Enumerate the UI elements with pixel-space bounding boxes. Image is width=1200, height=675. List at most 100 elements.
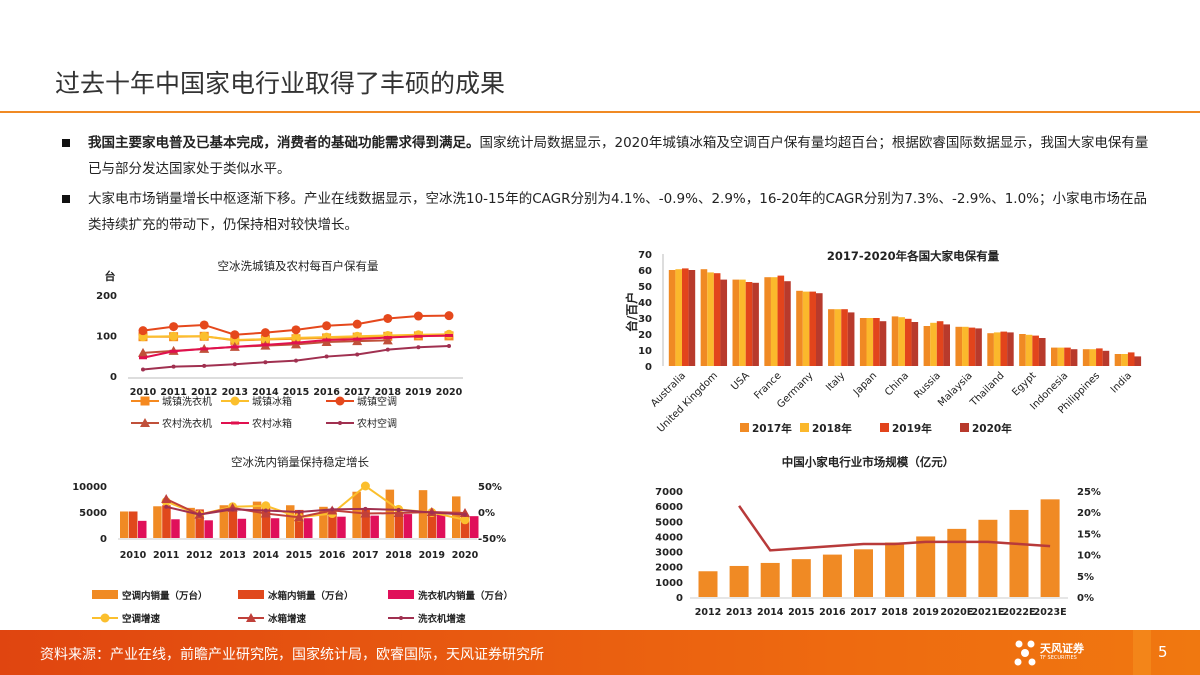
data-point [352, 336, 363, 346]
data-point [396, 507, 401, 512]
bar-2016 [822, 554, 842, 597]
legend-swatch [388, 590, 414, 599]
x-tick-label: 2016 [819, 607, 846, 618]
bar-Thailand-2019年 [1000, 331, 1008, 366]
data-point [169, 349, 178, 353]
legend-label: 城镇空调 [357, 395, 397, 408]
bar-2013 [729, 565, 749, 597]
x-tick-label: 2019 [405, 387, 431, 398]
x-tick-label: 2013 [222, 387, 248, 398]
data-point [291, 333, 301, 343]
data-point [292, 341, 300, 345]
x-tick-label: 2013 [219, 550, 245, 561]
bar-Japan-2017年 [859, 318, 867, 366]
x-tick-label: USA [729, 370, 752, 393]
x-tick-label: 2018 [385, 550, 412, 561]
bar-Malaysia-2019年 [968, 327, 976, 366]
x-tick-label: Malaysia [936, 370, 975, 409]
x-tick-label: 2011 [160, 387, 186, 398]
bar-2012-洗衣机内销量（万台） [204, 520, 213, 538]
x-tick-label: 2015 [788, 607, 814, 618]
chart-title: 2017-2020年各国大家电保有量 [827, 249, 1000, 263]
data-point [360, 508, 371, 518]
x-tick-label: China [883, 370, 911, 398]
bar-Australia-2018年 [675, 269, 682, 366]
bar-Egypt-2019年 [1032, 335, 1039, 366]
x-tick-label: 2010 [120, 550, 147, 561]
bar-2014 [760, 562, 780, 597]
y-tick-label: 200 [96, 291, 117, 302]
x-tick-label: 2022E [1003, 607, 1036, 618]
bar-2020-洗衣机内销量（万台） [470, 516, 479, 538]
growth-line [738, 505, 1051, 552]
bar-2012-冰箱内销量（万台） [195, 509, 204, 538]
bar-2020-冰箱内销量（万台） [461, 516, 470, 538]
data-point [393, 508, 404, 518]
bar-2018-冰箱内销量（万台） [394, 512, 404, 538]
bar-Australia-2019年 [682, 268, 689, 366]
bar-Indonesia-2019年 [1064, 347, 1071, 366]
x-tick-label: 2020 [436, 387, 463, 398]
y2-tick-label: -50% [478, 534, 506, 545]
y-tick-label: 60 [638, 266, 652, 277]
page-number: 5 [1158, 643, 1168, 661]
company-logo: 天风证券 TF SECURITIES [1012, 636, 1102, 670]
data-point [385, 347, 390, 352]
bar-2016-洗衣机内销量（万台） [337, 516, 346, 538]
data-point [352, 319, 362, 329]
legend-label: 冰箱增速 [268, 613, 307, 625]
y2-tick-label: 20% [1077, 508, 1101, 519]
legend-label: 2017年 [752, 422, 792, 435]
bullet-point: 我国主要家电普及已基本完成，消费者的基础功能需求得到满足。国家统计局数据显示，2… [62, 130, 1152, 182]
bar-Japan-2020年 [879, 321, 887, 366]
legend-label: 冰箱内销量（万台） [268, 590, 354, 602]
bar-Germany-2018年 [802, 291, 810, 366]
y-tick-label: 100 [96, 332, 117, 343]
x-tick-label: United Kingdom [655, 370, 720, 435]
x-tick-label: Italy [824, 370, 847, 393]
y-tick-label: 0 [645, 362, 652, 373]
y-tick-label: 0 [110, 372, 117, 383]
bar-Italy-2017年 [828, 309, 835, 366]
y-tick-label: 40 [638, 298, 652, 309]
legend-marker [100, 613, 110, 623]
bar-Malaysia-2020年 [975, 328, 982, 366]
x-tick-label: India [1109, 370, 1134, 395]
bar-2019-空调内销量（万台） [418, 490, 428, 538]
bar-China-2017年 [891, 316, 899, 366]
legend-marker [140, 418, 150, 427]
data-point [161, 494, 172, 503]
bar-Italy-2020年 [847, 312, 855, 366]
data-point [363, 506, 368, 511]
bullet-square-icon [62, 139, 70, 147]
x-tick-label: 2012 [695, 607, 721, 618]
y-axis-label: 台 [105, 269, 116, 283]
bar-2015-冰箱内销量（万台） [295, 509, 304, 538]
legend-marker [231, 421, 239, 425]
bar-Philippines-2018年 [1089, 349, 1097, 366]
bar-Germany-2017年 [796, 290, 803, 366]
legend-marker [338, 421, 342, 425]
bar-Indonesia-2020年 [1070, 349, 1078, 366]
bullet-text: 国家统计局数据显示，2020年城镇冰箱及空调百户保有量均超百台；根据欧睿国际数据… [88, 135, 1149, 177]
y-tick-label: 20 [638, 330, 652, 341]
data-point [294, 358, 298, 363]
legend-label: 洗衣机增速 [418, 613, 466, 625]
legend-label: 空调内销量（万台） [122, 590, 208, 602]
bar-Thailand-2018年 [993, 332, 1001, 366]
chart-title: 空冰洗内销量保持稳定增长 [231, 455, 369, 469]
data-point [202, 363, 207, 368]
data-point [330, 507, 335, 512]
bar-Australia-2017年 [668, 270, 676, 366]
bar-2012 [698, 571, 718, 597]
bar-2012-空调内销量（万台） [186, 507, 195, 538]
y-tick-label: 70 [638, 250, 652, 261]
bar-India-2017年 [1114, 354, 1122, 366]
y-axis-label: 台/百户 [624, 292, 639, 332]
bar-Germany-2020年 [816, 293, 823, 366]
bar-2017-空调内销量（万台） [352, 491, 361, 538]
data-point [447, 344, 451, 349]
data-point [413, 330, 423, 340]
x-tick-label: 2018 [375, 387, 402, 398]
bar-2016-空调内销量（万台） [319, 506, 328, 538]
